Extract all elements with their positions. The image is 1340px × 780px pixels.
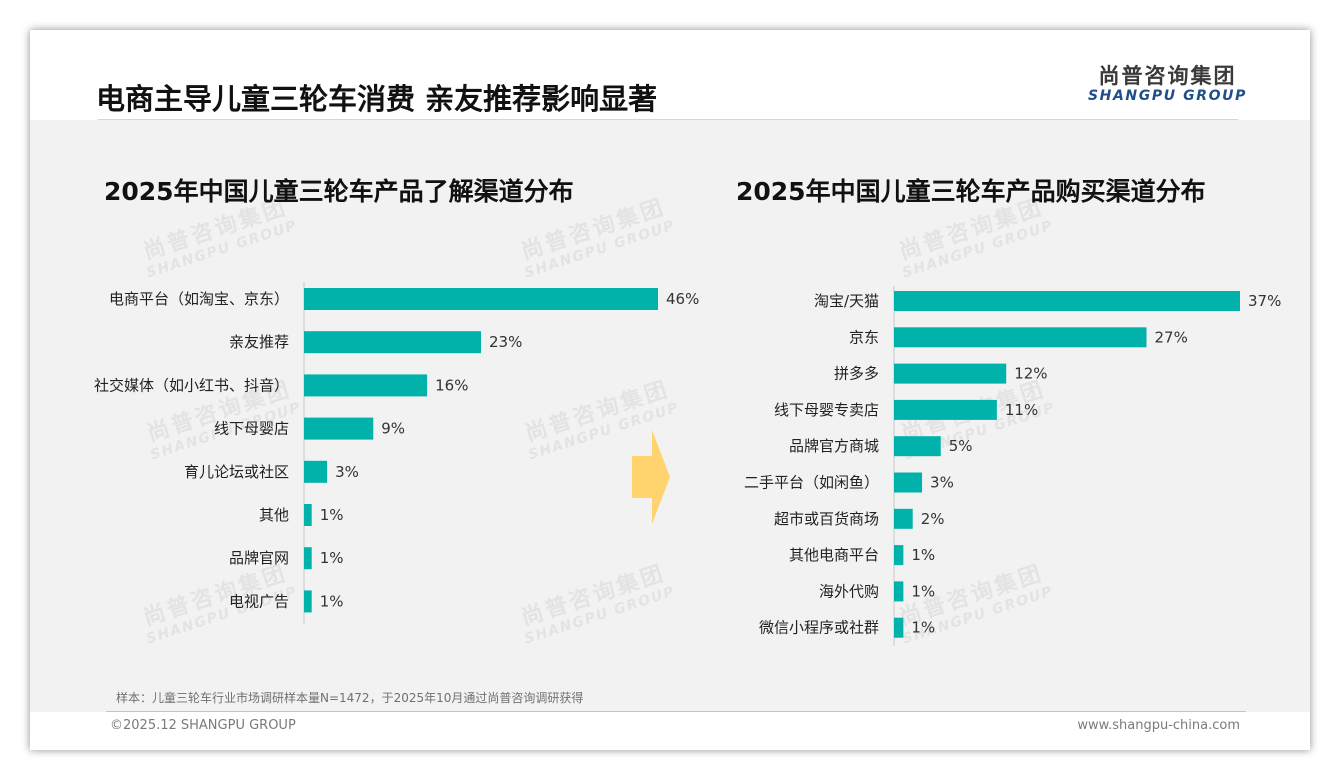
category-label-awareness-3: 线下母婴店 bbox=[214, 420, 289, 438]
category-label-purchase-4: 品牌官方商城 bbox=[789, 437, 879, 455]
bar-awareness-1 bbox=[304, 331, 481, 354]
category-label-awareness-6: 品牌官网 bbox=[229, 549, 289, 567]
value-label-awareness-3: 9% bbox=[381, 420, 405, 438]
bar-purchase-2 bbox=[894, 363, 1007, 384]
bar-purchase-7 bbox=[894, 545, 904, 566]
bar-awareness-4 bbox=[304, 460, 328, 483]
bar-charts: 电商平台（如淘宝、京东） 46% 亲友推荐 23% 社交媒体（如小红书、抖音） 16% 线下… bbox=[94, 282, 1281, 646]
value-label-purchase-9: 1% bbox=[911, 619, 935, 637]
category-label-purchase-1: 京东 bbox=[849, 328, 879, 346]
value-label-purchase-7: 1% bbox=[911, 546, 935, 564]
value-label-awareness-5: 1% bbox=[320, 506, 344, 524]
category-label-purchase-3: 线下母婴专卖店 bbox=[774, 401, 879, 419]
value-label-purchase-0: 37% bbox=[1248, 292, 1281, 310]
value-label-awareness-4: 3% bbox=[335, 463, 359, 481]
bar-purchase-6 bbox=[894, 508, 913, 529]
bar-awareness-2 bbox=[304, 374, 428, 397]
page-title: 电商主导儿童三轮车消费 亲友推荐影响显著 bbox=[96, 82, 658, 116]
value-label-purchase-2: 12% bbox=[1014, 365, 1047, 383]
bar-purchase-3 bbox=[894, 399, 997, 420]
value-label-awareness-7: 1% bbox=[320, 592, 344, 610]
category-label-awareness-0: 电商平台（如淘宝、京东） bbox=[109, 290, 289, 308]
sample-note: 样本：儿童三轮车行业市场调研样本量N=1472，于2025年10月通过尚普咨询调… bbox=[116, 691, 584, 705]
bar-awareness-5 bbox=[304, 504, 312, 526]
value-label-awareness-6: 1% bbox=[320, 549, 344, 567]
bar-awareness-7 bbox=[304, 590, 312, 613]
value-label-awareness-2: 16% bbox=[435, 376, 468, 394]
bar-awareness-3 bbox=[304, 417, 374, 440]
slide: 电商主导儿童三轮车消费 亲友推荐影响显著 尚普咨询集团 SHANGPU GROU… bbox=[30, 30, 1310, 750]
bar-purchase-1 bbox=[894, 327, 1147, 348]
brand-logo: 尚普咨询集团 SHANGPU GROUP bbox=[1088, 64, 1247, 104]
logo-en-text: SHANGPU GROUP bbox=[1088, 88, 1247, 104]
bar-purchase-9 bbox=[894, 617, 904, 638]
chart-title-purchase: 2025年中国儿童三轮车产品购买渠道分布 bbox=[736, 177, 1206, 206]
value-label-purchase-8: 1% bbox=[911, 582, 935, 600]
category-label-purchase-7: 其他电商平台 bbox=[789, 546, 879, 564]
category-label-awareness-5: 其他 bbox=[259, 506, 289, 524]
value-label-purchase-4: 5% bbox=[949, 437, 973, 455]
category-label-awareness-2: 社交媒体（如小红书、抖音） bbox=[94, 376, 289, 394]
value-label-awareness-0: 46% bbox=[666, 290, 699, 308]
footer-divider bbox=[106, 711, 1246, 712]
bar-awareness-6 bbox=[304, 547, 312, 570]
bar-purchase-5 bbox=[894, 472, 923, 493]
value-label-purchase-1: 27% bbox=[1154, 328, 1187, 346]
category-label-awareness-1: 亲友推荐 bbox=[229, 333, 289, 351]
category-label-purchase-6: 超市或百货商场 bbox=[774, 510, 879, 528]
logo-cn-text: 尚普咨询集团 bbox=[1098, 64, 1237, 88]
website-link: www.shangpu-china.com bbox=[1077, 718, 1240, 733]
category-label-purchase-2: 拼多多 bbox=[834, 365, 879, 383]
copyright: ©2025.12 SHANGPU GROUP bbox=[110, 718, 296, 733]
chart-title-awareness: 2025年中国儿童三轮车产品了解渠道分布 bbox=[104, 177, 574, 206]
value-label-purchase-5: 3% bbox=[930, 474, 954, 492]
category-label-awareness-4: 育儿论坛或社区 bbox=[184, 463, 289, 481]
bar-purchase-4 bbox=[894, 436, 941, 457]
bar-purchase-0 bbox=[894, 291, 1240, 311]
bar-awareness-0 bbox=[304, 288, 658, 310]
category-label-purchase-8: 海外代购 bbox=[819, 582, 879, 600]
header-band bbox=[30, 30, 1310, 120]
category-label-awareness-7: 电视广告 bbox=[229, 592, 289, 610]
category-label-purchase-5: 二手平台（如闲鱼） bbox=[744, 474, 879, 492]
footer-band bbox=[30, 712, 1310, 750]
value-label-purchase-6: 2% bbox=[921, 510, 945, 528]
title-divider bbox=[98, 119, 1238, 120]
bar-purchase-8 bbox=[894, 581, 904, 602]
value-label-purchase-3: 11% bbox=[1005, 401, 1038, 419]
category-label-purchase-9: 微信小程序或社群 bbox=[759, 619, 879, 637]
arrow-icon bbox=[632, 430, 670, 524]
value-label-awareness-1: 23% bbox=[489, 333, 522, 351]
category-label-purchase-0: 淘宝/天猫 bbox=[814, 292, 879, 310]
